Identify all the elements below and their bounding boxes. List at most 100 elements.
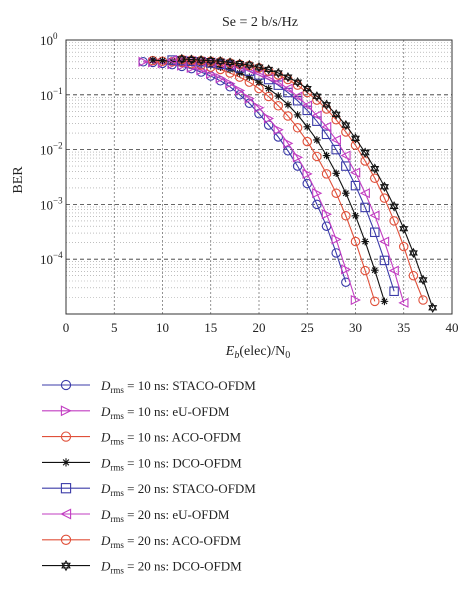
legend-item: Drms = 20 ns: DCO-OFDM bbox=[42, 559, 242, 576]
data-point bbox=[359, 188, 370, 199]
y-tick-label: 10−1 bbox=[40, 86, 63, 103]
series-1 bbox=[138, 57, 351, 287]
data-point bbox=[138, 56, 149, 67]
data-point bbox=[254, 102, 265, 113]
series-3 bbox=[148, 55, 380, 307]
star-triangle bbox=[408, 247, 418, 256]
data-point bbox=[340, 150, 351, 161]
data-point bbox=[408, 247, 418, 259]
data-point bbox=[331, 234, 342, 245]
data-point bbox=[331, 109, 341, 120]
star-triangle bbox=[389, 201, 399, 209]
data-point bbox=[263, 113, 275, 124]
star-triangle bbox=[331, 111, 341, 120]
star-triangle bbox=[302, 85, 312, 94]
x-tick-label: 35 bbox=[397, 320, 410, 335]
data-point bbox=[361, 237, 369, 246]
data-point bbox=[292, 161, 303, 171]
star-triangle bbox=[264, 66, 274, 75]
data-point bbox=[302, 168, 313, 180]
data-point bbox=[303, 123, 312, 131]
data-point bbox=[245, 73, 254, 81]
star-triangle bbox=[186, 56, 196, 65]
data-point bbox=[215, 56, 225, 67]
star-triangle bbox=[302, 83, 312, 92]
data-point bbox=[330, 134, 341, 146]
data-point bbox=[341, 161, 351, 171]
star-triangle bbox=[186, 54, 196, 63]
data-point bbox=[272, 77, 284, 88]
legend-label: Drms = 20 ns: STACO-OFDM bbox=[100, 481, 256, 498]
data-point bbox=[350, 236, 361, 247]
star-triangle bbox=[370, 163, 380, 172]
chart-title: Se = 2 b/s/Hz bbox=[222, 15, 298, 30]
star-triangle bbox=[322, 102, 332, 110]
data-point bbox=[149, 56, 157, 64]
data-point bbox=[350, 180, 361, 191]
data-point bbox=[350, 167, 361, 178]
data-point bbox=[196, 54, 206, 66]
legend-item: Drms = 10 ns: DCO-OFDM bbox=[42, 455, 242, 472]
data-point bbox=[61, 458, 71, 467]
plot-frame bbox=[65, 39, 453, 315]
data-point bbox=[225, 57, 235, 68]
data-point bbox=[342, 189, 350, 197]
series-8 bbox=[177, 53, 438, 313]
data-point bbox=[264, 84, 273, 93]
data-point bbox=[206, 55, 216, 66]
data-point bbox=[264, 64, 274, 75]
star-triangle bbox=[273, 67, 283, 76]
data-point bbox=[292, 91, 303, 102]
legend-item: Drms = 20 ns: ACO-OFDM bbox=[42, 533, 241, 550]
data-point bbox=[379, 236, 390, 247]
star-triangle bbox=[379, 184, 389, 192]
star-triangle bbox=[399, 226, 409, 234]
data-point bbox=[332, 169, 340, 178]
star-triangle bbox=[283, 74, 293, 83]
x-tick-label: 0 bbox=[63, 320, 70, 335]
legend-item: Drms = 20 ns: STACO-OFDM bbox=[42, 481, 256, 498]
data-point bbox=[321, 169, 332, 179]
data-point bbox=[389, 216, 399, 226]
series-7 bbox=[177, 54, 428, 305]
data-point bbox=[321, 121, 332, 132]
data-point bbox=[379, 193, 390, 203]
star-triangle bbox=[428, 302, 438, 311]
star-triangle bbox=[225, 59, 235, 68]
data-point bbox=[418, 274, 428, 286]
data-point bbox=[196, 65, 207, 76]
data-point bbox=[331, 188, 341, 198]
star-triangle bbox=[350, 133, 361, 142]
star-triangle bbox=[418, 274, 428, 283]
legend-item: Drms = 10 ns: ACO-OFDM bbox=[42, 430, 241, 447]
data-point bbox=[186, 54, 196, 65]
data-point bbox=[389, 286, 399, 297]
data-point bbox=[234, 62, 245, 73]
data-point bbox=[312, 91, 322, 102]
data-point bbox=[418, 295, 428, 305]
data-point bbox=[293, 76, 303, 88]
star-triangle bbox=[254, 64, 264, 73]
data-point bbox=[60, 534, 72, 545]
star-triangle bbox=[196, 54, 206, 63]
data-point bbox=[341, 211, 351, 221]
data-point bbox=[216, 63, 225, 71]
data-point bbox=[312, 188, 323, 199]
data-point bbox=[292, 123, 303, 133]
data-point bbox=[370, 163, 380, 174]
star-triangle bbox=[399, 223, 409, 232]
data-point bbox=[177, 53, 187, 65]
star-triangle bbox=[312, 91, 322, 99]
data-point bbox=[360, 147, 370, 158]
star-triangle bbox=[360, 150, 370, 158]
data-point bbox=[292, 152, 304, 163]
star-triangle bbox=[389, 203, 399, 212]
series-line bbox=[181, 58, 424, 301]
y-tick-label: 10−3 bbox=[40, 195, 63, 212]
star-triangle bbox=[322, 99, 332, 108]
star-triangle bbox=[293, 79, 303, 88]
data-point bbox=[255, 78, 263, 86]
data-point bbox=[370, 227, 380, 238]
star-triangle bbox=[244, 62, 254, 71]
legend-item: Drms = 20 ns: eU-OFDM bbox=[42, 507, 230, 524]
